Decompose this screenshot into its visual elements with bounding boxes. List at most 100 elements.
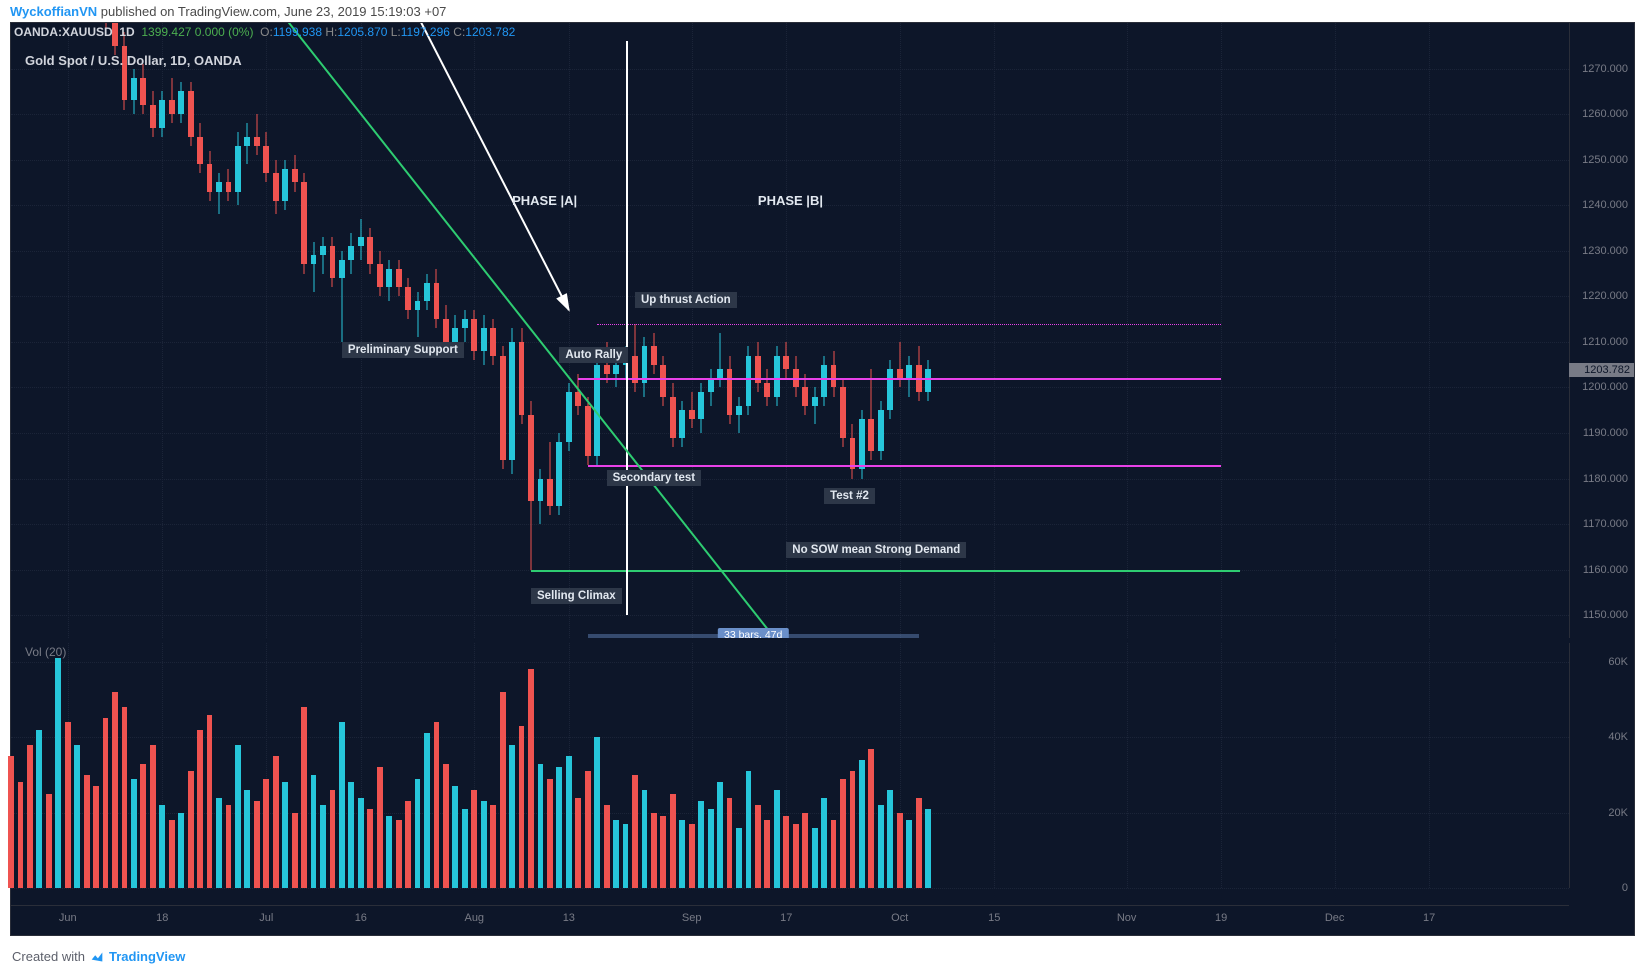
candle[interactable] (698, 23, 704, 638)
phase-label[interactable]: PHASE |B| (758, 193, 823, 208)
candle[interactable] (188, 23, 194, 638)
drawn-hline[interactable] (588, 465, 1221, 467)
candle[interactable] (131, 23, 137, 638)
candle[interactable] (490, 23, 496, 638)
volume-bar[interactable] (55, 658, 61, 888)
candle[interactable] (679, 23, 685, 638)
candle[interactable] (396, 23, 402, 638)
candle[interactable] (348, 23, 354, 638)
volume-bar[interactable] (812, 828, 818, 888)
volume-bar[interactable] (434, 722, 440, 888)
volume-bar[interactable] (330, 790, 336, 888)
candle[interactable] (55, 23, 61, 638)
volume-bar[interactable] (793, 824, 799, 888)
candle[interactable] (65, 23, 71, 638)
volume-bar[interactable] (868, 749, 874, 888)
candle[interactable] (216, 23, 222, 638)
candle[interactable] (547, 23, 553, 638)
volume-bar[interactable] (519, 726, 525, 888)
chart-annotation[interactable]: Auto Rally (559, 347, 628, 363)
volume-bar[interactable] (443, 764, 449, 888)
candle[interactable] (377, 23, 383, 638)
volume-bar[interactable] (566, 756, 572, 888)
candle[interactable] (159, 23, 165, 638)
volume-bar[interactable] (405, 801, 411, 888)
volume-bar[interactable] (575, 798, 581, 888)
volume-bar[interactable] (386, 816, 392, 888)
volume-bar[interactable] (859, 760, 865, 888)
candle[interactable] (594, 23, 600, 638)
volume-bar[interactable] (925, 809, 931, 888)
candle[interactable] (434, 23, 440, 638)
volume-bar[interactable] (821, 798, 827, 888)
volume-bar[interactable] (377, 767, 383, 888)
candle[interactable] (443, 23, 449, 638)
volume-bar[interactable] (670, 794, 676, 888)
volume-bar[interactable] (547, 779, 553, 888)
ticker-symbol[interactable]: OANDA:XAUUSD (14, 25, 113, 39)
candle[interactable] (471, 23, 477, 638)
volume-bar[interactable] (471, 790, 477, 888)
candle[interactable] (717, 23, 723, 638)
volume-bar[interactable] (840, 779, 846, 888)
volume-bar[interactable] (556, 767, 562, 888)
volume-bar[interactable] (348, 782, 354, 888)
volume-bar[interactable] (150, 745, 156, 888)
candle[interactable] (405, 23, 411, 638)
candle[interactable] (452, 23, 458, 638)
candle[interactable] (575, 23, 581, 638)
volume-bar[interactable] (8, 756, 14, 888)
volume-bar[interactable] (689, 824, 695, 888)
candle[interactable] (746, 23, 752, 638)
volume-bar[interactable] (755, 805, 761, 888)
volume-bar[interactable] (103, 718, 109, 888)
candle[interactable] (93, 23, 99, 638)
candle[interactable] (642, 23, 648, 638)
chart-annotation[interactable]: Up thrust Action (635, 292, 737, 308)
volume-bar[interactable] (500, 692, 506, 888)
candle[interactable] (538, 23, 544, 638)
drawn-hline[interactable] (578, 378, 1221, 380)
volume-bar[interactable] (764, 820, 770, 888)
volume-bar[interactable] (481, 801, 487, 888)
volume-bar[interactable] (235, 745, 241, 888)
candle[interactable] (774, 23, 780, 638)
volume-bar[interactable] (320, 805, 326, 888)
candle[interactable] (263, 23, 269, 638)
volume-bar[interactable] (84, 775, 90, 888)
candle[interactable] (112, 23, 118, 638)
candle[interactable] (36, 23, 42, 638)
candle[interactable] (689, 23, 695, 638)
candle[interactable] (509, 23, 515, 638)
volume-bar[interactable] (850, 771, 856, 888)
candle[interactable] (528, 23, 534, 638)
volume-bar[interactable] (831, 820, 837, 888)
time-axis[interactable]: Jun18Jul16Aug13Sep17Oct15Nov19Dec17 (11, 905, 1569, 935)
price-pane[interactable]: Gold Spot / U.S. Dollar, 1D, OANDA Preli… (11, 23, 1569, 638)
volume-bar[interactable] (585, 771, 591, 888)
volume-bar[interactable] (528, 669, 534, 888)
candle[interactable] (169, 23, 175, 638)
volume-bar[interactable] (46, 794, 52, 888)
drawn-hline[interactable] (531, 570, 1240, 572)
volume-bar[interactable] (292, 813, 298, 888)
candle[interactable] (764, 23, 770, 638)
candle[interactable] (235, 23, 241, 638)
volume-bar[interactable] (708, 809, 714, 888)
volume-bar[interactable] (594, 737, 600, 888)
candle[interactable] (320, 23, 326, 638)
volume-bar[interactable] (679, 820, 685, 888)
candle[interactable] (481, 23, 487, 638)
candle[interactable] (660, 23, 666, 638)
drawn-hline[interactable] (597, 324, 1221, 325)
volume-bar[interactable] (916, 798, 922, 888)
candle[interactable] (339, 23, 345, 638)
volume-bar[interactable] (131, 779, 137, 888)
candle[interactable] (736, 23, 742, 638)
volume-bar[interactable] (632, 775, 638, 888)
candle[interactable] (462, 23, 468, 638)
candle[interactable] (613, 23, 619, 638)
volume-bar[interactable] (282, 782, 288, 888)
volume-bar[interactable] (717, 782, 723, 888)
candle[interactable] (207, 23, 213, 638)
